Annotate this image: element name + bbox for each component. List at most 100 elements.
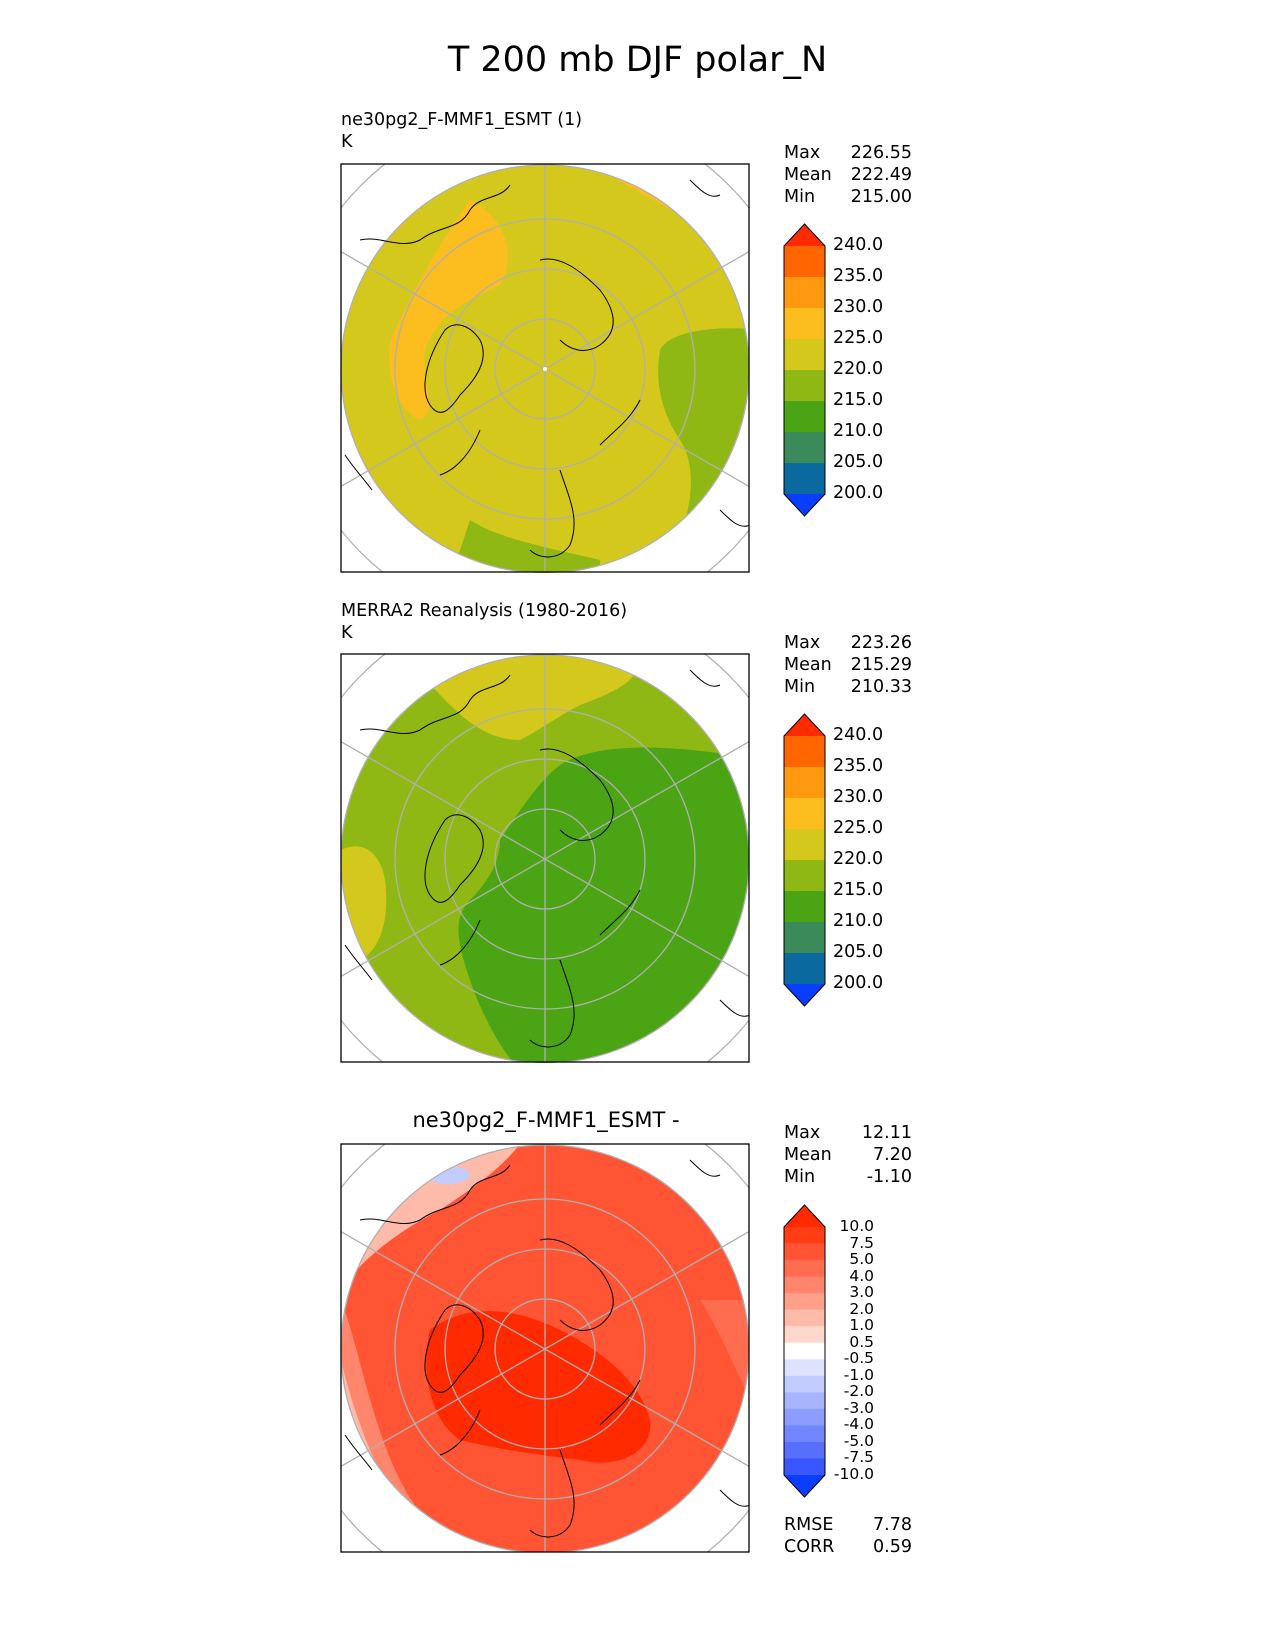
field-east [700, 1300, 749, 1420]
colorbar-tick-label: -3.0 [843, 1398, 874, 1417]
colorbar-tick-label: 200.0 [833, 483, 884, 503]
panel-2-stats: Max 223.26 Mean 215.29 Min 210.33 [784, 632, 912, 698]
colorbar-tick-label: 210.0 [833, 911, 884, 931]
colorbar-tick-label: -5.0 [843, 1431, 874, 1450]
colorbar-outline [783, 223, 826, 517]
stat-label: Mean [784, 165, 832, 185]
colorbar-tick-label: 215.0 [833, 880, 884, 900]
colorbar-segment [784, 1309, 825, 1327]
colorbar-outline [783, 1204, 826, 1498]
stat-value: -1.10 [866, 1167, 912, 1187]
colorbar-tick-label: 240.0 [833, 725, 884, 745]
graticule [341, 1144, 749, 1552]
colorbar-segment [784, 432, 825, 464]
colorbar-tick-label: -0.5 [843, 1349, 874, 1368]
stat-label: Mean [784, 1145, 832, 1165]
map-panel-3 [340, 1143, 750, 1553]
colorbar-segment [784, 953, 825, 985]
stat-value: 215.00 [850, 187, 912, 207]
colorbar-segment [784, 1441, 825, 1459]
colorbar-segment [784, 736, 825, 768]
panel-1-subtitle: ne30pg2_F-MMF1_ESMT (1) [341, 110, 583, 130]
colorbar-segment [784, 1375, 825, 1393]
colorbar-max-extend [784, 224, 825, 246]
map-panel-2 [340, 653, 750, 1063]
coastlines [344, 179, 749, 558]
field-strong-center [426, 1311, 651, 1463]
colorbar-segment [784, 1425, 825, 1443]
colorbar-outline [783, 713, 826, 1007]
stat-value: 215.29 [850, 655, 912, 675]
colorbar-tick-label: 10.0 [839, 1217, 874, 1235]
stat-label: Max [784, 143, 821, 163]
colorbar-segment [784, 1326, 825, 1344]
map-frame [340, 653, 750, 1063]
panel-3-title: ne30pg2_F-MMF1_ESMT - [412, 1108, 680, 1132]
colorbar-segment [784, 1260, 825, 1278]
metric-label: CORR [784, 1537, 835, 1557]
colorbar-tick-label: -1.0 [843, 1365, 874, 1384]
colorbar-tick-label: 220.0 [833, 359, 884, 379]
colorbar-tick-label: 4.0 [849, 1266, 874, 1285]
colorbar-tick-label: -10.0 [833, 1465, 874, 1483]
figure-title: T 200 mb DJF polar_N [447, 40, 828, 80]
colorbar-segment [784, 1293, 825, 1311]
colorbar-panel-3 [783, 1204, 826, 1498]
colorbar-segment [784, 1392, 825, 1410]
colorbar-segment [784, 1359, 825, 1377]
metric-label: RMSE [784, 1515, 834, 1535]
colorbar-panel-1 [783, 223, 826, 517]
colorbar-segment [784, 308, 825, 340]
colorbar-tick-label: 230.0 [833, 787, 884, 807]
colorbar-min-extend [784, 1475, 825, 1497]
colorbar-segment [784, 277, 825, 309]
colorbar-segment [784, 1408, 825, 1426]
stat-value: 210.33 [850, 677, 912, 697]
panel-1-stats: Max 226.55 Mean 222.49 Min 215.00 [784, 142, 912, 208]
colorbar-tick-label: 230.0 [833, 297, 884, 317]
stat-label: Max [784, 1123, 821, 1143]
metric-value: 0.59 [873, 1537, 912, 1557]
panel-3-metrics: RMSE 7.78 CORR 0.59 [784, 1514, 912, 1558]
colorbar-segment [784, 1227, 825, 1245]
colorbar-segment [784, 1458, 825, 1476]
map-panel-1 [340, 163, 750, 573]
stat-value: 7.20 [873, 1145, 912, 1165]
colorbar-tick-label: 205.0 [833, 942, 884, 962]
colorbar-tick-label: 200.0 [833, 973, 884, 993]
colorbar-tick-label: 1.0 [849, 1316, 874, 1335]
stat-label: Min [784, 1167, 816, 1187]
colorbar-segment [784, 860, 825, 892]
stat-value: 12.11 [861, 1123, 912, 1143]
panel-3-stats: Max 12.11 Mean 7.20 Min -1.10 [784, 1122, 912, 1188]
colorbar-tick-label: 205.0 [833, 452, 884, 472]
colorbar-segment [784, 1243, 825, 1261]
colorbar-min-extend [784, 984, 825, 1006]
colorbar-segment [784, 370, 825, 402]
field-210-center [458, 747, 749, 1063]
colorbar-segment [784, 891, 825, 923]
colorbar-tick-label: 2.0 [849, 1299, 874, 1318]
stat-label: Max [784, 633, 821, 653]
colorbar-tick-label: 225.0 [833, 818, 884, 838]
colorbar-tick-label: 240.0 [833, 235, 884, 255]
colorbar-tick-label: 215.0 [833, 390, 884, 410]
colorbar-max-extend [784, 1205, 825, 1227]
graticule [341, 654, 749, 1062]
colorbar-tick-label: 210.0 [833, 421, 884, 441]
stat-value: 226.55 [850, 143, 912, 163]
coastlines [344, 669, 749, 1048]
colorbar-tick-label: -4.0 [843, 1415, 874, 1434]
metric-value: 7.78 [873, 1515, 912, 1535]
panel-2-subtitle: MERRA2 Reanalysis (1980-2016) [341, 601, 628, 621]
colorbar-panel-2 [783, 713, 826, 1007]
stat-value: 222.49 [850, 165, 912, 185]
panel-1-units: K [341, 132, 353, 152]
colorbar-segment [784, 767, 825, 799]
panel-2-units: K [341, 623, 353, 643]
colorbar-segment [784, 339, 825, 371]
colorbar-segment [784, 1342, 825, 1360]
colorbar-tick-label: 225.0 [833, 328, 884, 348]
field-225-canada [389, 200, 508, 420]
colorbar-segment [784, 829, 825, 861]
